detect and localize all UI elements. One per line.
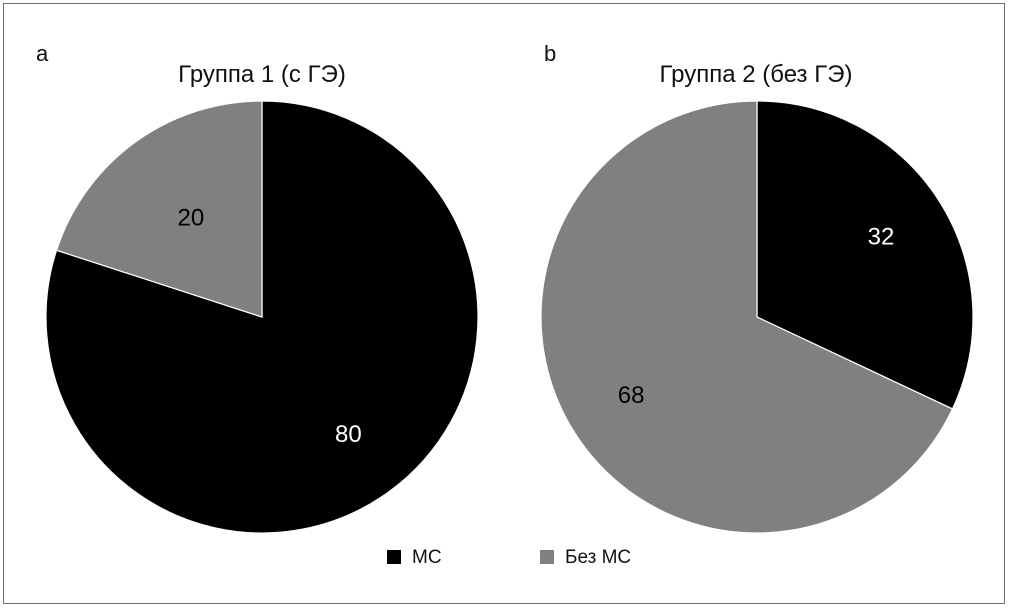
panel-letter-b: b	[544, 41, 556, 66]
legend-swatch-ms	[387, 550, 401, 564]
data-label-ms: 32	[868, 224, 895, 251]
pie-chart-b: 32 68	[540, 100, 974, 534]
panel-letter-a: a	[36, 41, 49, 66]
pie-slice-ms	[756, 100, 974, 410]
chart-title-a: Группа 1 (с ГЭ)	[178, 61, 346, 88]
data-label-bez-ms: 68	[618, 382, 645, 409]
legend-swatch-bez-ms	[540, 550, 554, 564]
pie-slice-bez-ms	[540, 100, 954, 534]
data-label-ms: 80	[335, 421, 362, 448]
pie-chart-a: 80 20	[45, 100, 479, 534]
legend: МС Без МС	[387, 547, 631, 568]
data-label-bez-ms: 20	[178, 204, 205, 231]
legend-label-ms: МС	[412, 547, 442, 568]
chart-title-b: Группа 2 (без ГЭ)	[660, 61, 853, 88]
pie-slice-bez-ms	[55, 100, 263, 318]
legend-label-bez-ms: Без МС	[565, 547, 631, 568]
